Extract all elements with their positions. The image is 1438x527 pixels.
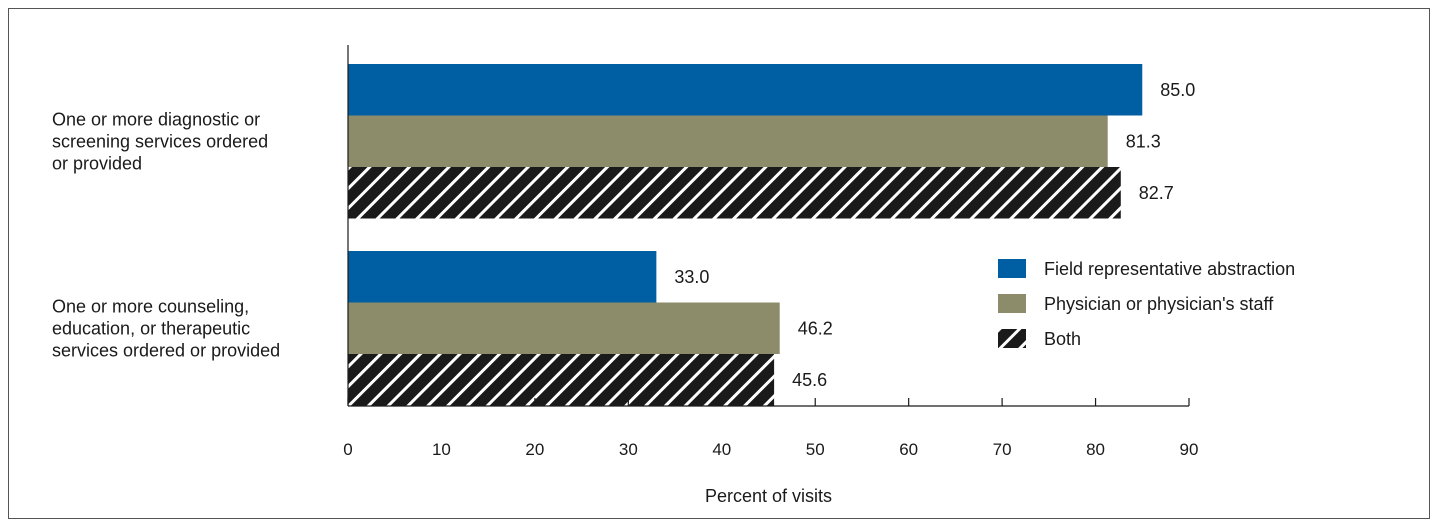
x-tick-label-90: 90	[1180, 440, 1199, 459]
bar-3-2	[348, 354, 775, 406]
data-label-1-1: 85.0	[1160, 80, 1195, 100]
category-label-2-line-3: services ordered or provided	[52, 340, 280, 360]
category-label-2-line-1: One or more counseling,	[52, 296, 249, 316]
category-label-1-line-2: screening services ordered	[52, 131, 268, 151]
x-axis-title: Percent of visits	[705, 486, 832, 506]
bar-1-2	[348, 251, 657, 303]
chart-frame	[8, 8, 1430, 519]
data-label-1-2: 33.0	[674, 267, 709, 287]
data-label-3-2: 45.6	[792, 370, 827, 390]
x-tick-label-40: 40	[712, 440, 731, 459]
bar-3-1	[348, 167, 1121, 219]
x-tick-label-10: 10	[432, 440, 451, 459]
data-label-3-1: 82.7	[1139, 183, 1174, 203]
x-tick-label-80: 80	[1086, 440, 1105, 459]
bar-2-2	[348, 302, 780, 354]
x-tick-label-30: 30	[619, 440, 638, 459]
x-tick-label-0: 0	[343, 440, 352, 459]
bar-2-1	[348, 115, 1108, 167]
legend-label-1: Field representative abstraction	[1044, 259, 1295, 279]
x-tick-label-60: 60	[899, 440, 918, 459]
category-label-1-line-1: One or more diagnostic or	[52, 109, 260, 129]
legend-swatch-1	[998, 259, 1026, 278]
data-label-2-2: 46.2	[798, 318, 833, 338]
legend-swatch-2	[998, 294, 1026, 313]
legend-label-2: Physician or physician's staff	[1044, 294, 1274, 314]
category-label-2-line-2: education, or therapeutic	[52, 318, 250, 338]
data-label-2-1: 81.3	[1126, 131, 1161, 151]
x-tick-label-70: 70	[993, 440, 1012, 459]
category-label-1-line-3: or provided	[52, 153, 142, 173]
x-tick-label-50: 50	[806, 440, 825, 459]
legend-swatch-3	[998, 329, 1026, 348]
x-tick-label-20: 20	[525, 440, 544, 459]
legend-label-3: Both	[1044, 329, 1081, 349]
bar-1-1	[348, 64, 1143, 116]
